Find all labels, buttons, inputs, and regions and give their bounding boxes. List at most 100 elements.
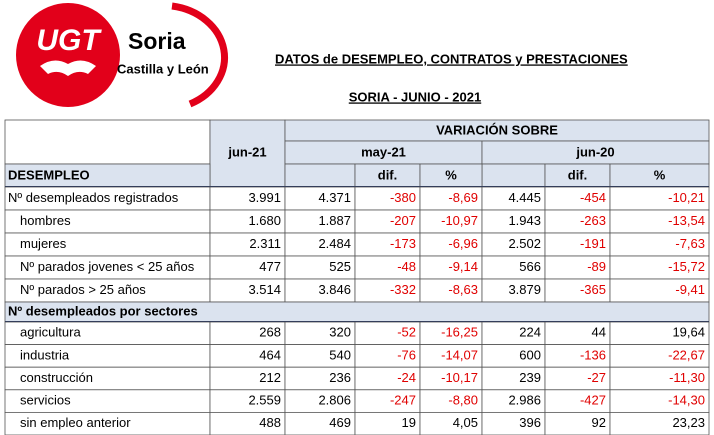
org-region: Castilla y León [117,61,209,76]
cell-text: -13,54 [668,213,705,228]
cell-text: -14,30 [668,393,705,408]
cell-text: 600 [519,347,541,362]
title: DATOS de DESEMPLEO, CONTRATOS y PRESTACI… [275,51,628,66]
cell-text: 469 [329,415,351,430]
cell-text: construcción [20,370,93,385]
cell-text: Nº parados > 25 años [20,282,146,297]
cell-text: 268 [259,325,281,340]
cell-text: 1.680 [248,213,281,228]
cell-text: 3.879 [508,282,541,297]
cell-text: 464 [259,347,281,362]
cell-text: 1.887 [318,213,351,228]
cell-text: -52 [397,325,416,340]
cell-text: -10,97 [441,213,478,228]
cell-text: 4.445 [508,190,541,205]
cell-text: -365 [580,282,606,297]
cell-text: -8,63 [448,282,478,297]
cell-text: 2.986 [508,393,541,408]
cell-text: -247 [390,393,416,408]
cell-text: 4,05 [453,415,478,430]
cell-text: -16,25 [441,325,478,340]
cell-text: 566 [519,259,541,274]
cell [481,163,546,188]
cell-text: industria [20,347,70,362]
cell-text: -6,96 [448,236,478,251]
cell-text: agricultura [20,325,81,340]
cell-text: -10,21 [668,190,705,205]
cell-text: Nº parados jovenes < 25 años [20,259,195,274]
cell-text: 239 [519,370,541,385]
cell-text: Nº desempleados por sectores [8,303,198,318]
cell-text: dif. [378,167,398,182]
cell-text: 212 [259,370,281,385]
org-name: Soria [128,28,186,54]
cell-text: -14,07 [441,347,478,362]
cell-text: -263 [580,213,606,228]
logo: UGT Soria Castilla y León [16,2,228,108]
cell-text: DESEMPLEO [8,167,90,182]
cell-text: VARIACIÓN SOBRE [436,122,558,137]
cell-text: -380 [390,190,416,205]
cell-text: -9,14 [448,259,478,274]
cell-text: sin empleo anterior [20,415,131,430]
cell-text: 2.484 [318,236,351,251]
cell-text: -207 [390,213,416,228]
cell-text: 477 [259,259,281,274]
cell-text: mujeres [20,236,67,251]
cell-text: -48 [397,259,416,274]
cell-text: -8,69 [448,190,478,205]
cell-text: -454 [580,190,606,205]
cell-text: -22,67 [668,347,705,362]
cell-text: % [445,167,457,182]
cell-text: 224 [519,325,541,340]
cell-text: 236 [329,370,351,385]
cell [284,163,356,188]
cell-text: 525 [329,259,351,274]
cell-text: 92 [592,415,606,430]
logo-arc [171,2,228,108]
cell-text: -10,17 [441,370,478,385]
cell-text: may-21 [361,144,406,159]
cell-text: hombres [20,213,71,228]
cell-text: 23,23 [672,415,705,430]
cell-text: 2.559 [248,393,281,408]
cell-text: -27 [587,370,606,385]
cell-text: -24 [397,370,416,385]
cell-text: 19 [402,415,416,430]
cell-text: 320 [329,325,351,340]
cell-text: 3.514 [248,282,281,297]
cell-text: 2.311 [249,236,281,251]
logo-circle [16,3,120,107]
logo-text: UGT [36,24,102,57]
cell-text: -76 [397,347,416,362]
cell-text: -11,30 [669,370,705,385]
cell-text: -7,63 [675,236,705,251]
cell-text: 1.943 [508,213,541,228]
cell-text: 3.846 [318,282,351,297]
cell-text: 4.371 [318,190,351,205]
cell-text: Nº desempleados registrados [8,190,179,205]
cell-text: % [654,167,666,182]
cell-text: 2.502 [508,236,541,251]
cell-text: jun-20 [575,144,614,159]
cell-text: dif. [568,167,588,182]
cell [4,119,211,165]
cell-text: jun-21 [227,144,266,159]
cell-text: -427 [580,393,606,408]
cell-text: -9,41 [675,282,705,297]
cell-text: -15,72 [668,259,705,274]
cell-text: 488 [259,415,281,430]
cell [209,119,286,188]
cell-text: -332 [390,282,416,297]
cell-text: -8,80 [448,393,478,408]
subtitle: SORIA - JUNIO - 2021 [349,89,481,104]
cell-text: servicios [20,393,71,408]
cell-text: -89 [587,259,606,274]
cell-text: 396 [519,415,541,430]
cell-text: 2.806 [318,393,351,408]
cell-text: 44 [592,325,606,340]
table: jun-21 VARIACIÓN SOBRE may-21 jun-20 dif.% di… [4,119,710,435]
cell-text: -173 [390,236,416,251]
cell-text: 3.991 [248,190,281,205]
